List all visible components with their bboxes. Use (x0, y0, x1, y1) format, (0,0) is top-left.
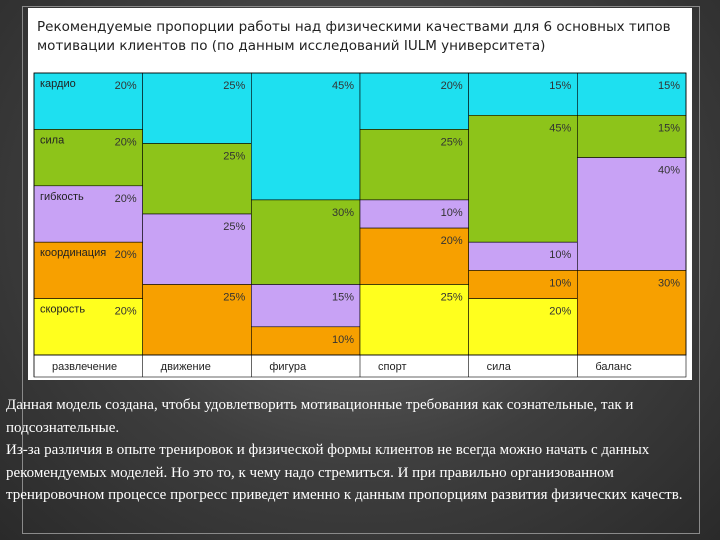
data-label-2-3: 30% (332, 207, 354, 219)
plot-area-border (33, 72, 687, 356)
category-label-6: баланс (595, 361, 632, 373)
data-label-1-4: 20% (441, 80, 463, 92)
caption-line-2: Из-за различия в опыте тренировок и физи… (6, 442, 683, 503)
bar-segment-3-4 (359, 199, 469, 229)
data-label-3-3: 15% (332, 292, 354, 304)
stacked-bar-chart: 20% 20% 20% 20% 20% 25% 25% 25% 25% 45% 30% 15% 10% 2… (33, 72, 687, 378)
data-label-4-3: 10% (332, 334, 354, 346)
data-label-2-2: 25% (223, 151, 245, 163)
bar-segment-3-6 (577, 157, 687, 271)
bar-segment-1-3 (251, 72, 361, 201)
data-label-3-4: 10% (441, 207, 463, 219)
category-label-2: движение (161, 361, 211, 373)
data-label-4-5: 10% (549, 277, 571, 289)
data-label-4-4: 20% (441, 235, 463, 247)
category-label-3: фигура (269, 361, 307, 373)
caption-line-1: Данная модель создана, чтобы удовлетвори… (6, 397, 634, 436)
bar-segment-2-3 (251, 199, 361, 285)
bar-segment-4-6 (577, 270, 687, 356)
data-label-2-1: 20% (115, 136, 137, 148)
bar-segment-3-3 (251, 284, 361, 328)
legend-label-5: скорость (40, 304, 85, 316)
bar-segment-5-4 (359, 284, 469, 356)
data-label-5-5: 20% (549, 306, 571, 318)
data-label-4-2: 25% (223, 292, 245, 304)
bar-segment-1-5 (468, 72, 578, 116)
chart-container: Рекомендуемые пропорции работы над физич… (28, 8, 692, 380)
category-label-5: сила (487, 361, 512, 373)
data-label-5-1: 20% (115, 306, 137, 318)
bar-segment-1-6 (577, 72, 687, 116)
data-label-1-6: 15% (658, 80, 680, 92)
bar-segment-4-2 (142, 284, 252, 356)
legend-label-1: кардио (40, 78, 76, 90)
bar-segment-2-2 (142, 143, 252, 215)
data-label-1-5: 15% (549, 80, 571, 92)
bar-segment-3-2 (142, 213, 252, 285)
legend-label-3: гибкость (40, 191, 84, 203)
data-label-4-1: 20% (115, 249, 137, 261)
legend-label-4: координация (40, 247, 106, 259)
data-label-1-1: 20% (115, 80, 137, 92)
data-label-3-2: 25% (223, 221, 245, 233)
legend-label-2: сила (40, 134, 65, 146)
category-label-1: развлечение (52, 361, 117, 373)
bar-segment-2-6 (577, 115, 687, 158)
data-label-2-6: 15% (658, 122, 680, 134)
slide-caption: Данная модель создана, чтобы удовлетвори… (6, 394, 706, 507)
bar-segment-3-5 (468, 241, 578, 271)
data-label-3-5: 10% (549, 249, 571, 261)
bar-segment-4-3 (251, 326, 361, 356)
data-label-1-2: 25% (223, 80, 245, 92)
data-label-3-6: 40% (658, 165, 680, 177)
data-label-5-4: 25% (441, 292, 463, 304)
data-label-4-6: 30% (658, 277, 680, 289)
data-label-2-5: 45% (549, 122, 571, 134)
bar-segment-4-5 (468, 270, 578, 299)
data-label-1-3: 45% (332, 80, 354, 92)
bar-segment-2-5 (468, 115, 578, 243)
bar-segment-1-1 (33, 72, 143, 130)
bar-segment-2-4 (359, 129, 469, 201)
slide-frame (22, 6, 700, 534)
chart-title: Рекомендуемые пропорции работы над физич… (37, 19, 671, 54)
data-label-2-4: 25% (441, 136, 463, 148)
bar-segment-4-4 (359, 227, 469, 285)
data-label-3-1: 20% (115, 193, 137, 205)
category-label-4: спорт (378, 361, 407, 373)
